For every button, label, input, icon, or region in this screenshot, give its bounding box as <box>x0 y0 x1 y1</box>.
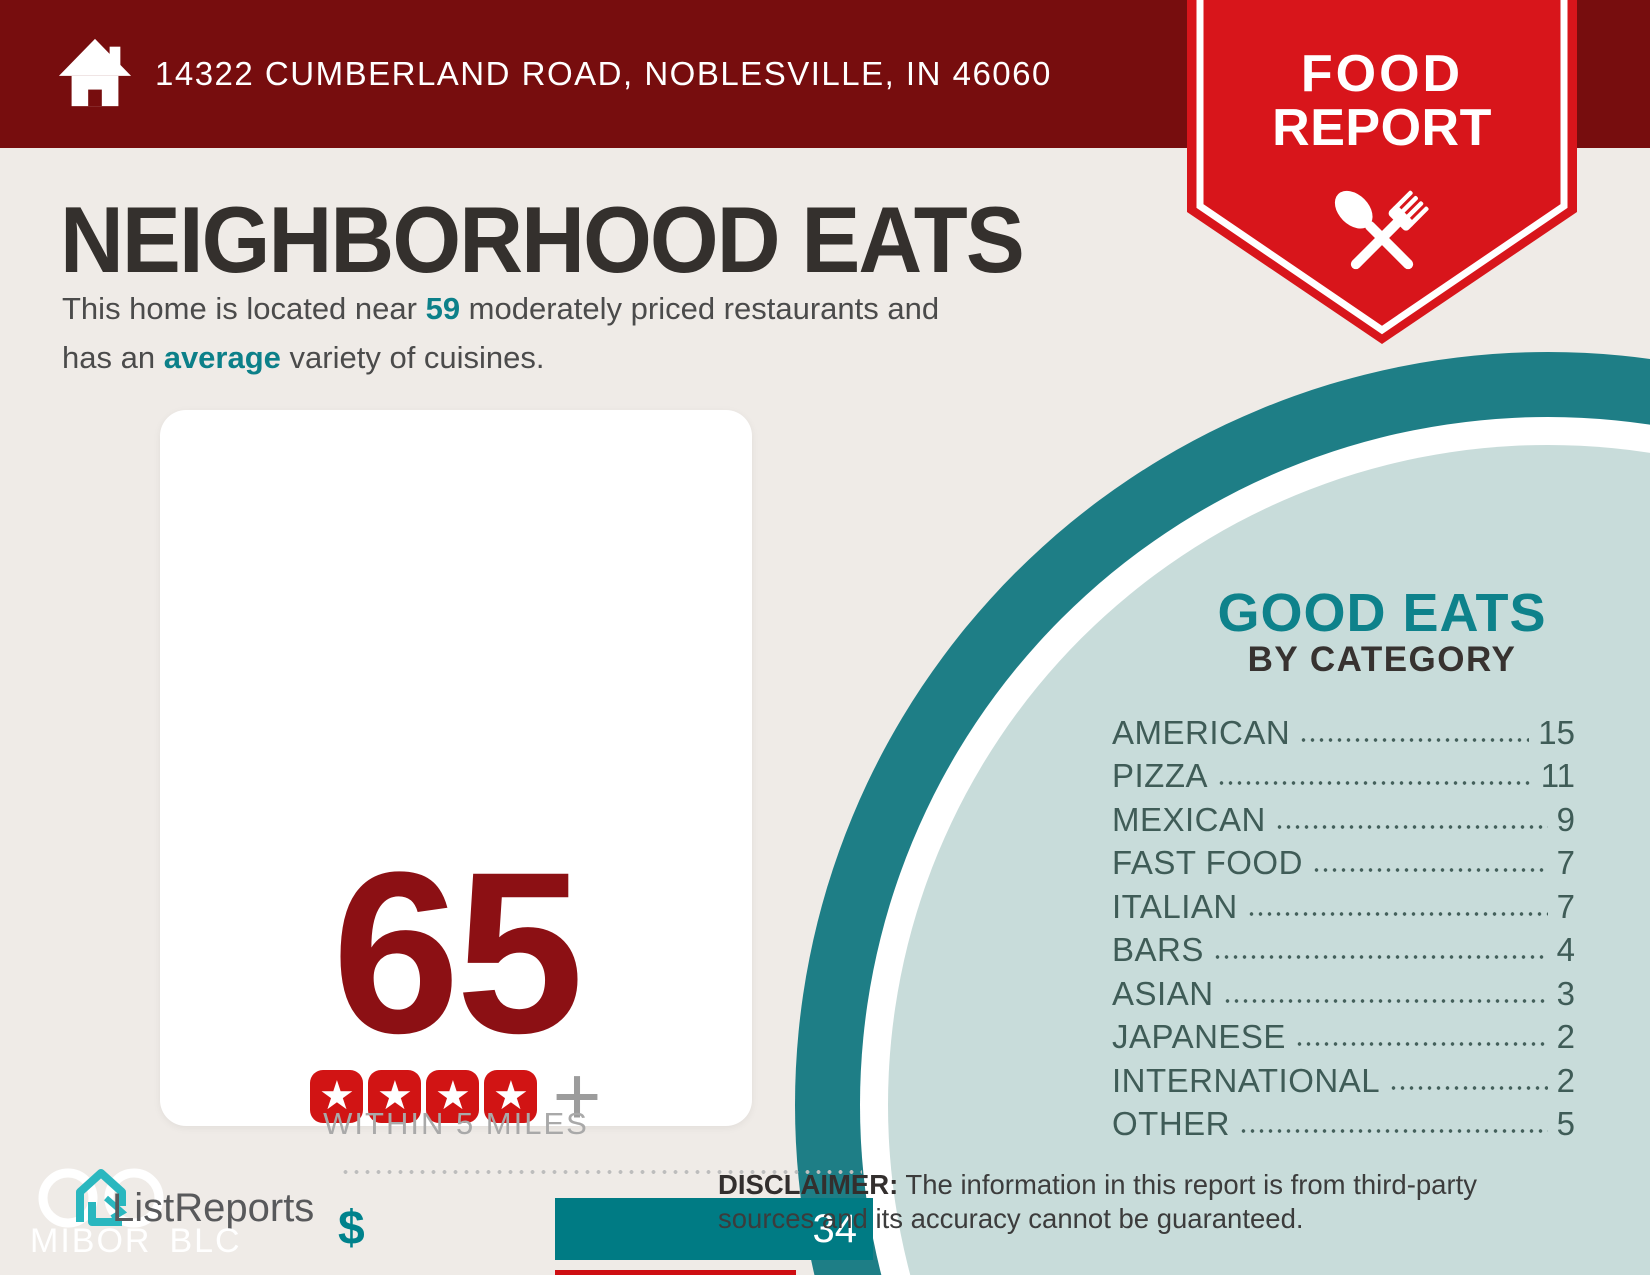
category-value: 2 <box>1556 1018 1575 1056</box>
intro-text: This home is located near 59 moderately … <box>62 284 939 382</box>
list-item: AMERICAN 15 <box>1112 711 1575 755</box>
category-label: OTHER <box>1112 1105 1230 1143</box>
dotted-leader <box>1246 911 1548 916</box>
category-label: BARS <box>1112 931 1204 969</box>
property-address: 14322 CUMBERLAND ROAD, NOBLESVILLE, IN 4… <box>155 55 1052 92</box>
category-value: 3 <box>1556 974 1575 1012</box>
list-item: OTHER 5 <box>1112 1103 1575 1147</box>
list-item: ITALIAN 7 <box>1112 885 1575 929</box>
intro-part1: This home is located near <box>62 291 426 326</box>
disclaimer-body: The information in this report is from t… <box>718 1169 1478 1234</box>
intro-part3: has an <box>62 340 164 375</box>
score-card: 65 ★ ★ ★ ★ + WITHIN 5 MILES $ $$ $$$ $$$… <box>160 410 873 1275</box>
category-label: ASIAN <box>1112 974 1214 1012</box>
dotted-leader <box>1222 998 1548 1003</box>
ribbon-title-line2: REPORT <box>1272 99 1492 157</box>
dotted-leader <box>1274 824 1548 829</box>
list-item: PIZZA 11 <box>1112 755 1575 799</box>
listreports-wordmark: ListReports <box>112 1186 315 1230</box>
list-item: INTERNATIONAL 2 <box>1112 1059 1575 1103</box>
house-icon <box>58 38 132 107</box>
dotted-leader <box>1212 955 1548 960</box>
intro-part2: moderately priced restaurants and <box>460 291 940 326</box>
list-item: MEXICAN 9 <box>1112 798 1575 842</box>
good-eats-title: GOOD EATS <box>1217 583 1547 643</box>
page-title: NEIGHBORHOOD EATS <box>60 187 1025 292</box>
category-value: 4 <box>1556 931 1575 969</box>
category-label: FAST FOOD <box>1112 844 1303 882</box>
category-value: 7 <box>1556 887 1575 925</box>
restaurant-count: 59 <box>425 291 461 326</box>
price-level-label: $ <box>338 1202 365 1255</box>
dotted-leader <box>1299 737 1530 742</box>
watermark-blc: BLC <box>169 1222 242 1260</box>
category-value: 11 <box>1540 757 1575 795</box>
dotted-leader <box>1294 1042 1548 1047</box>
disclaimer-label: DISCLAIMER: <box>718 1169 899 1200</box>
dotted-leader <box>1389 1085 1548 1090</box>
category-label: JAPANESE <box>1112 1018 1286 1056</box>
disclaimer-text: DISCLAIMER: The information in this repo… <box>718 1168 1523 1236</box>
ribbon-title-line1: FOOD <box>1300 45 1464 103</box>
dotted-leader <box>1311 868 1548 873</box>
price-bar-1-dollar: 34 <box>555 1198 873 1260</box>
category-value: 9 <box>1556 800 1575 838</box>
mls-watermark: MIBOR BLC <box>30 1222 242 1261</box>
list-item: FAST FOOD 7 <box>1112 842 1575 886</box>
star-icon: ★ <box>368 1070 422 1123</box>
star-icon: ★ <box>310 1070 364 1123</box>
star-rating: ★ ★ ★ ★ + <box>160 1054 752 1138</box>
dotted-leader <box>1239 1129 1548 1134</box>
watermark-mibor: MIBOR <box>30 1222 152 1260</box>
category-value: 7 <box>1556 844 1575 882</box>
list-item: BARS 4 <box>1112 929 1575 973</box>
category-value: 5 <box>1556 1105 1575 1143</box>
category-list: AMERICAN 15 PIZZA 11 MEXICAN 9 FAST FOOD… <box>1112 711 1575 1146</box>
ribbon-shape <box>1187 0 1577 344</box>
category-label: ITALIAN <box>1112 887 1238 925</box>
list-item: JAPANESE 2 <box>1112 1016 1575 1060</box>
price-level-label: $$ <box>338 1270 391 1275</box>
list-item: ASIAN 3 <box>1112 972 1575 1016</box>
category-value: 2 <box>1556 1061 1575 1099</box>
restaurant-score: 65 <box>332 824 584 1081</box>
spoon-fork-icon <box>1334 190 1429 270</box>
category-label: AMERICAN <box>1112 713 1291 751</box>
intro-part4: variety of cuisines. <box>280 340 545 375</box>
radius-label: WITHIN 5 MILES <box>323 1106 589 1141</box>
category-value: 15 <box>1538 713 1575 751</box>
star-icon: ★ <box>484 1070 538 1123</box>
price-bar-2-dollar: 25 <box>555 1270 796 1275</box>
food-report-ribbon: FOOD REPORT <box>1187 0 1577 360</box>
dotted-leader <box>1217 781 1532 786</box>
listreports-logo-icon <box>38 1168 164 1228</box>
variety-highlight: average <box>163 340 281 375</box>
category-label: INTERNATIONAL <box>1112 1061 1381 1099</box>
star-icon: ★ <box>426 1070 480 1123</box>
category-label: MEXICAN <box>1112 800 1266 838</box>
good-eats-subtitle: BY CATEGORY <box>1247 640 1517 679</box>
dotted-divider <box>340 1170 862 1174</box>
category-label: PIZZA <box>1112 757 1209 795</box>
